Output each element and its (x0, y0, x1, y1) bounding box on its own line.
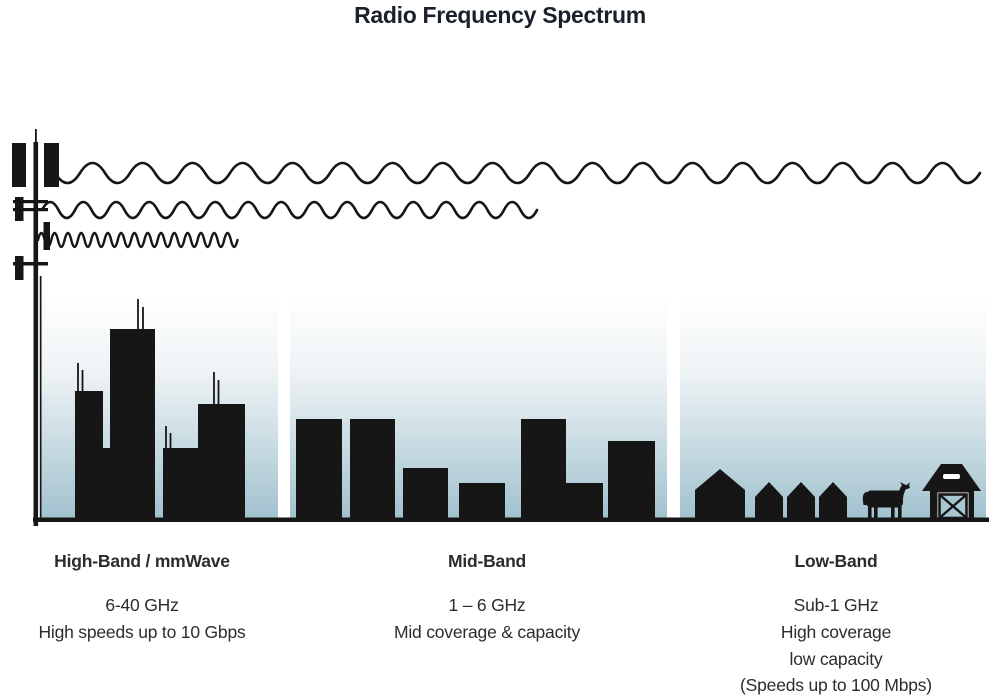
low-band-label: Low-Band (794, 551, 878, 571)
high-band-description: 6-40 GHz High speeds up to 10 Gbps (2, 592, 282, 646)
barn-icon (922, 464, 981, 520)
tower-antenna-panel (12, 143, 26, 187)
page-title: Radio Frequency Spectrum (354, 2, 646, 28)
rooftop-antennas (77, 299, 220, 448)
high-band-frequency: 6-40 GHz (105, 595, 179, 615)
mid-band-label: Mid-Band (447, 551, 527, 571)
house-icon (695, 469, 745, 520)
mid-band-description: 1 – 6 GHz Mid coverage & capacity (337, 592, 637, 646)
low-band-description: Sub-1 GHz High coverage low capacity (Sp… (686, 592, 986, 699)
cow-icon (862, 482, 910, 518)
low-band-coverage: High coverage (780, 621, 892, 642)
radio-waves (36, 161, 982, 249)
low-band-speed: (Speeds up to 100 Mbps) (740, 675, 932, 696)
mid-frequency-medium-wavelength-wave (40, 200, 539, 220)
low-band-capacity: low capacity (789, 648, 883, 669)
low-frequency-long-wavelength-wave (53, 161, 982, 185)
high-band-speed: High speeds up to 10 Gbps (38, 621, 246, 642)
farm-scene (695, 464, 981, 520)
mid-band-frequency: 1 – 6 GHz (448, 595, 526, 615)
cell-tower-icon (12, 129, 59, 526)
house-icon (755, 482, 783, 520)
house-icon (819, 482, 847, 520)
mid-band-coverage: Mid coverage & capacity (393, 621, 581, 642)
low-band-frequency: Sub-1 GHz (793, 595, 879, 615)
skyscraper-city-icon (75, 299, 245, 520)
midrise-buildings-icon (296, 419, 655, 520)
high-band-label: High-Band / mmWave (54, 551, 230, 571)
tower-antenna-panel (44, 143, 59, 187)
high-frequency-short-wavelength-wave (36, 231, 239, 249)
house-icon (787, 482, 815, 520)
ground-line (33, 517, 989, 522)
